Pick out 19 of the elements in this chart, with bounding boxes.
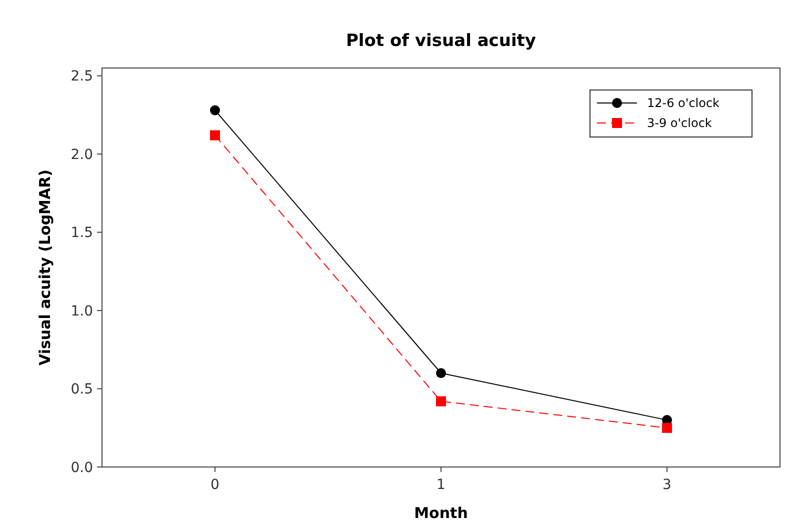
legend-label: 3-9 o'clock — [647, 116, 712, 130]
x-tick-label: 0 — [210, 477, 220, 493]
y-tick-label: 1.0 — [70, 303, 93, 320]
legend-label: 12-6 o'clock — [647, 96, 720, 110]
chart-title: Plot of visual acuity — [346, 31, 536, 51]
point — [436, 396, 446, 406]
y-tick-label: 2.0 — [70, 146, 93, 163]
x-axis-title: Month — [414, 504, 468, 522]
y-tick-label: 0.5 — [70, 382, 93, 398]
point — [210, 105, 220, 116]
y-tick-label: 1.5 — [70, 225, 93, 242]
y-axis-title: Visual acuity (LogMAR) — [36, 170, 54, 366]
y-tick-label: 2.5 — [70, 68, 93, 85]
x-tick-label: 1 — [436, 477, 446, 493]
y-tick-label: 0.0 — [70, 460, 93, 476]
point — [662, 422, 672, 433]
point — [436, 368, 446, 378]
point — [210, 130, 220, 140]
x-tick-label: 3 — [662, 477, 672, 493]
